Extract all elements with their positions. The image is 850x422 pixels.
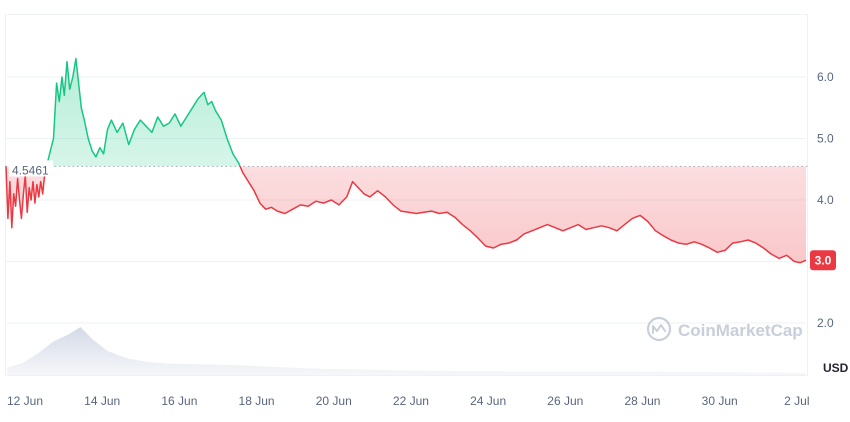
- baseline-label: 4.5461: [12, 163, 49, 177]
- x-tick-label: 18 Jun: [239, 394, 275, 408]
- x-tick-label: 24 Jun: [470, 394, 506, 408]
- x-tick-label: 30 Jun: [702, 394, 738, 408]
- current-price-label: 3.0: [815, 253, 832, 267]
- current-price-badge-bg: [810, 250, 836, 271]
- x-tick-label: 2 Jul: [784, 394, 809, 408]
- y-axis: 6.0 5.0 4.0 3.0 2.0: [817, 70, 834, 330]
- volume-area: [7, 327, 807, 375]
- current-price-badge: 3.0: [810, 250, 836, 271]
- coinmarketcap-logo-icon: [646, 316, 672, 342]
- x-tick-label: 26 Jun: [547, 394, 583, 408]
- y-tick-label: 2.0: [817, 316, 834, 330]
- plot-frame: [5, 14, 808, 376]
- x-tick-label: 22 Jun: [393, 394, 429, 408]
- x-tick-label: 16 Jun: [161, 394, 197, 408]
- price-line: [5, 57, 807, 264]
- volume-fill: [7, 327, 807, 375]
- currency-label: USD: [823, 361, 849, 375]
- area-above-baseline: [6, 58, 806, 167]
- x-tick-label: 14 Jun: [84, 394, 120, 408]
- baseline-label-bg: [9, 160, 53, 177]
- x-tick-label: 12 Jun: [7, 394, 43, 408]
- y-tick-label: 6.0: [817, 70, 834, 84]
- area-below-baseline: [6, 166, 806, 263]
- line-above-baseline: [5, 57, 241, 167]
- y-tick-label: 5.0: [817, 132, 834, 146]
- x-tick-label: 20 Jun: [316, 394, 352, 408]
- price-area: [6, 58, 806, 263]
- line-below-baseline: [5, 166, 807, 264]
- y-tick-label: 4.0: [817, 193, 834, 207]
- x-tick-label: 28 Jun: [624, 394, 660, 408]
- watermark: CoinMarketCap: [646, 316, 803, 342]
- watermark-text: CoinMarketCap: [678, 321, 803, 340]
- x-axis: 12 Jun 14 Jun 16 Jun 18 Jun 20 Jun 22 Jun 24 J…: [7, 394, 810, 408]
